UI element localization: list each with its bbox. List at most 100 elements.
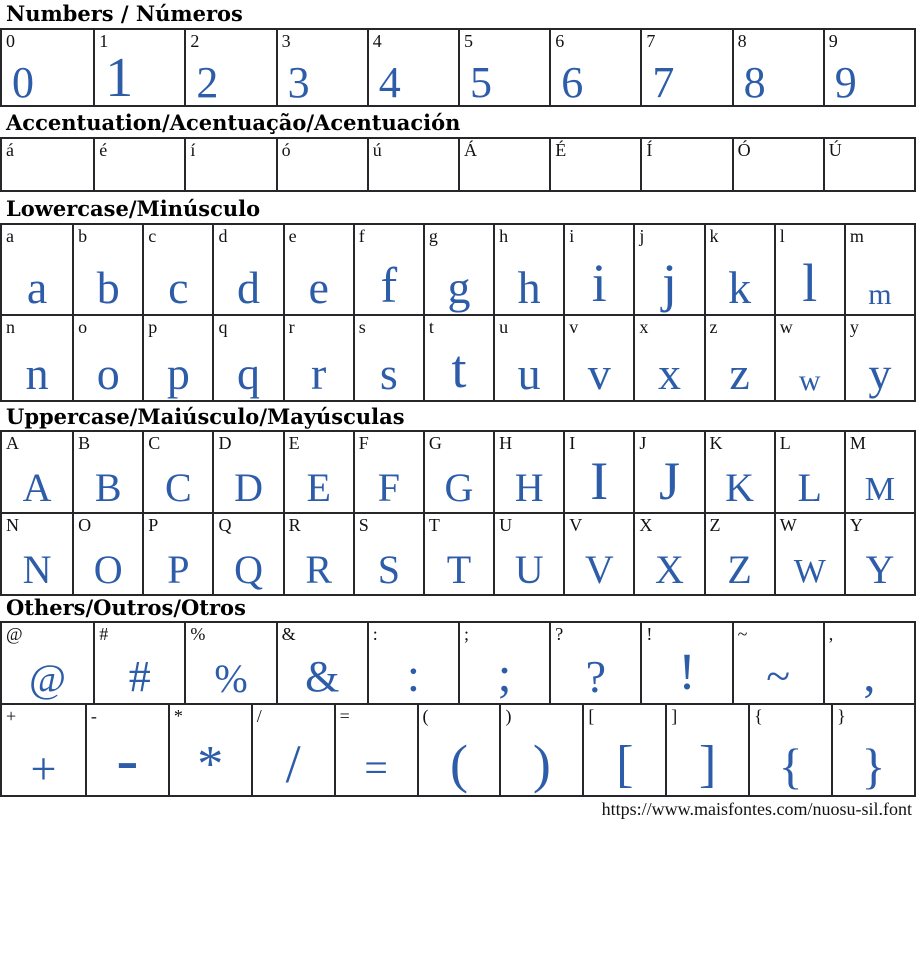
character-cell: )) (499, 705, 582, 795)
character-table: @ @ # #%% & &::;;??!! ~ ~,, + + - - * * / / = =(())[[]]{{… (0, 621, 916, 797)
character-label: g (428, 226, 438, 246)
character-glyph: C (165, 465, 192, 510)
character-cell: Ó (731, 139, 823, 190)
character-label: Á (463, 140, 477, 160)
character-label: E (288, 433, 300, 453)
character-cell: / / (250, 705, 334, 795)
character-glyph: l (802, 253, 818, 314)
character-glyph: 9 (834, 58, 857, 105)
character-label: f (358, 226, 365, 246)
character-glyph: r (311, 347, 327, 399)
character-label: k (709, 226, 719, 246)
character-label: = (339, 706, 350, 726)
character-label: V (569, 515, 583, 535)
character-label: K (709, 433, 723, 453)
character-glyph: V (584, 547, 614, 592)
character-label: a (6, 226, 14, 246)
section-title: Others/Outros/Otros (6, 595, 246, 620)
character-glyph: E (306, 465, 331, 510)
character-glyph: d (237, 261, 261, 313)
section-accents: Accentuation/Acentuação/Acentuación á é í ó ú… (0, 111, 916, 192)
character-glyph: e (308, 261, 329, 313)
character-label: X (639, 515, 653, 535)
character-cell: ?? (549, 623, 640, 703)
character-glyph: x (657, 347, 681, 399)
character-label: C (148, 433, 161, 453)
character-label: 1 (99, 31, 109, 51)
character-label: n (6, 317, 15, 337)
section-title: Numbers / Números (6, 1, 243, 26)
character-cell: * * (167, 705, 251, 795)
section-others: Others/Outros/Otros @ @ # #%% & &::;;??!! ~ ~,, +… (0, 596, 916, 797)
character-label: W (779, 515, 797, 535)
character-glyph: O (93, 547, 123, 592)
character-label: ) (505, 706, 512, 726)
character-glyph: N (22, 547, 52, 592)
character-label: 2 (190, 31, 200, 51)
character-glyph: % (214, 656, 248, 701)
character-glyph: W (793, 553, 826, 591)
character-label: ú (372, 140, 382, 160)
character-glyph: ; (497, 646, 512, 702)
character-label: % (190, 624, 206, 644)
character-label: / (256, 706, 262, 726)
character-glyph: 2 (196, 58, 219, 105)
character-cell: ,, (822, 623, 914, 703)
character-glyph: / (285, 734, 301, 795)
character-cell: {{ (748, 705, 831, 795)
character-glyph: s (379, 347, 398, 399)
character-label: z (709, 317, 718, 337)
character-cell: (( (416, 705, 500, 795)
character-cell: Ú (822, 139, 914, 190)
character-cell: ]] (665, 705, 748, 795)
character-glyph: ? (585, 650, 606, 702)
character-label: } (837, 706, 846, 726)
character-glyph: o (96, 347, 120, 399)
character-label: 3 (281, 31, 291, 51)
character-label: e (288, 226, 297, 246)
character-glyph: @ (29, 656, 67, 701)
character-label: { (754, 706, 763, 726)
character-glyph: [ (616, 736, 634, 794)
character-glyph: j (661, 253, 677, 314)
character-label: ! (646, 624, 653, 644)
character-label: c (148, 226, 157, 246)
character-glyph: A (22, 465, 52, 510)
character-glyph: I (590, 451, 609, 512)
character-glyph: Z (727, 547, 752, 592)
character-label: q (218, 317, 228, 337)
character-label: Í (646, 140, 653, 160)
character-label: @ (6, 624, 23, 644)
character-glyph: & (305, 652, 340, 702)
character-label: y (849, 317, 859, 337)
character-label: s (358, 317, 366, 337)
character-label: , (828, 624, 834, 644)
character-cell: ó (275, 139, 367, 190)
character-glyph: , (863, 648, 876, 702)
character-label: A (6, 433, 19, 453)
character-glyph: 4 (378, 58, 401, 105)
